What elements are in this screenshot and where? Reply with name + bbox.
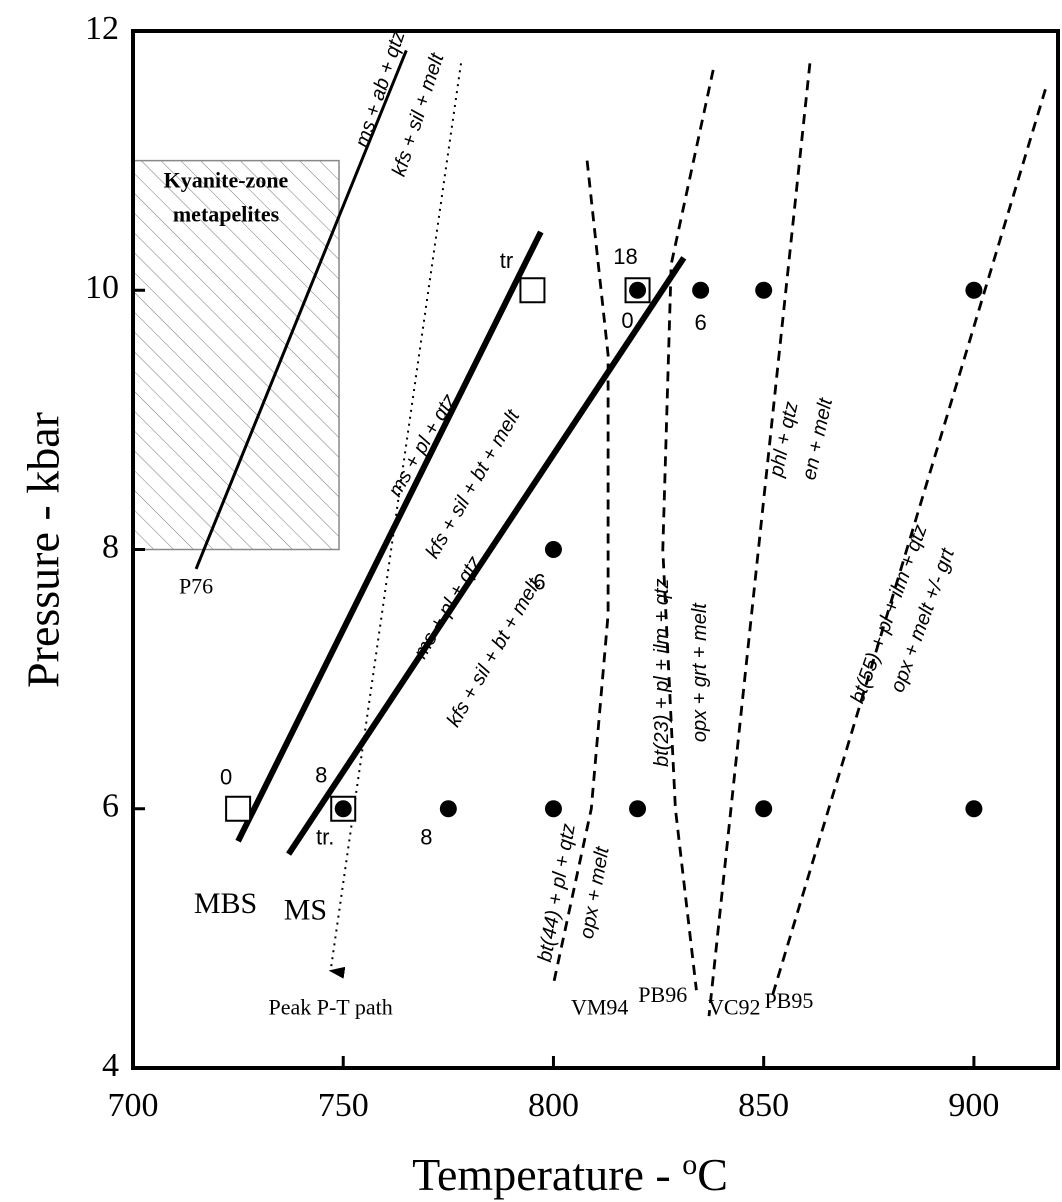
filled-circle-marker [965,800,983,818]
reaction-reactants-label: ms + pl + qtz [384,390,460,500]
reaction-products-label: en + melt [798,395,837,482]
curve-name-label: PB96 [638,982,687,1007]
point-label: 0 [621,308,633,333]
reaction-lines-layer [194,49,1047,1017]
curve-name-label: PB95 [764,988,813,1013]
y-tick-label: 6 [102,788,119,825]
open-square-marker [519,277,546,304]
point-label: 18 [613,244,637,269]
curve-name-label: MBS [194,887,257,920]
open-square-marker [225,795,252,822]
y-tick-label: 8 [102,528,119,565]
reaction-line-mbs [235,230,544,843]
reaction-products-label: opx + grt + melt [689,602,711,742]
curve-name-label: Peak P-T path [268,995,392,1020]
y-axis-title: Pressure - kbar [18,412,69,688]
kyanite-zone-hatched-region [132,159,340,551]
x-axis-unit: oC [682,1148,728,1201]
kyanite-zone-layer: Kyanite-zone metapelites [132,159,340,551]
point-label: tr [500,248,513,273]
data-points-layer [225,277,983,822]
filled-circle-marker [965,281,983,299]
x-tick-label: 750 [318,1087,369,1124]
filled-circle-marker [544,800,562,818]
celsius-letter: C [697,1149,728,1200]
point-label: tr. [316,825,334,850]
reaction-reactants-label: ms + pl + qtz [410,552,486,662]
curve-name-label: MS [284,893,327,926]
filled-circle-marker [629,800,647,818]
reaction-line-pb96 [661,69,715,991]
x-tick-label: 850 [738,1087,789,1124]
x-axis-title: Temperature - oC [412,1148,728,1201]
x-tick-label: 700 [108,1087,159,1124]
reaction-line-vc92 [707,63,812,1017]
reaction-line-p76 [194,49,408,570]
curve-name-label: VM94 [571,995,628,1020]
filled-circle-marker [334,800,352,818]
y-tick-label: 4 [102,1047,119,1084]
x-tick-label: 800 [528,1087,579,1124]
filled-circle-marker [692,281,710,299]
y-tick-label: 12 [85,10,119,47]
curve-name-label: VC92 [708,995,761,1020]
filled-circle-marker [755,800,773,818]
point-label: 6 [694,310,706,335]
x-axis-title-text: Temperature - [412,1149,682,1200]
reaction-line-pb95 [770,88,1047,998]
point-label: 6 [533,569,545,594]
curve-name-label: P76 [179,573,213,598]
reaction-line-ms [286,256,687,856]
kyanite-zone-label: metapelites [173,202,280,227]
x-tick-label: 900 [948,1087,999,1124]
degree-symbol: o [682,1148,697,1181]
filled-circle-marker [544,541,562,558]
point-label: 0 [220,765,232,790]
filled-circle-marker [439,800,457,818]
point-label: 8 [315,763,327,788]
reaction-reactants-label: bt(23) + pl + ilm + qtz [651,578,673,766]
filled-circle-marker [629,281,647,299]
kyanite-zone-label: Kyanite-zone [164,168,289,193]
filled-circle-marker [755,281,773,299]
y-tick-label: 10 [85,269,119,306]
point-label: 8 [420,825,432,850]
